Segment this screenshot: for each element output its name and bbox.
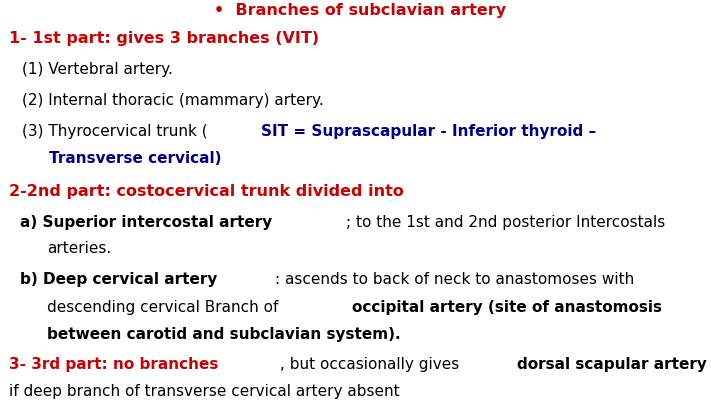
Text: 3- 3rd part: no branches: 3- 3rd part: no branches xyxy=(9,356,219,371)
Text: b) Deep cervical artery: b) Deep cervical artery xyxy=(20,272,217,287)
Text: , but occasionally gives: , but occasionally gives xyxy=(279,356,464,371)
Text: (3) Thyrocervical trunk (: (3) Thyrocervical trunk ( xyxy=(22,124,207,139)
Text: if deep branch of transverse cervical artery absent: if deep branch of transverse cervical ar… xyxy=(9,384,400,399)
Text: a) Superior intercostal artery: a) Superior intercostal artery xyxy=(20,215,272,230)
Text: 2-2nd part: costocervical trunk divided into: 2-2nd part: costocervical trunk divided … xyxy=(9,184,404,199)
Text: •  Branches of subclavian artery: • Branches of subclavian artery xyxy=(214,2,506,17)
Text: ; to the 1st and 2nd posterior Intercostals: ; to the 1st and 2nd posterior Intercost… xyxy=(346,215,665,230)
Text: Transverse cervical): Transverse cervical) xyxy=(49,151,222,166)
Text: dorsal scapular artery: dorsal scapular artery xyxy=(517,356,707,371)
Text: (2) Internal thoracic (mammary) artery.: (2) Internal thoracic (mammary) artery. xyxy=(22,93,323,108)
Text: SIT = Suprascapular - Inferior thyroid –: SIT = Suprascapular - Inferior thyroid – xyxy=(261,124,596,139)
Text: arteries.: arteries. xyxy=(47,241,111,256)
Text: (1) Vertebral artery.: (1) Vertebral artery. xyxy=(22,62,173,77)
Text: : ascends to back of neck to anastomoses with: : ascends to back of neck to anastomoses… xyxy=(275,272,634,287)
Text: occipital artery (site of anastomosis: occipital artery (site of anastomosis xyxy=(351,300,662,315)
Text: between carotid and subclavian system).: between carotid and subclavian system). xyxy=(47,327,400,342)
Text: descending cervical Branch of: descending cervical Branch of xyxy=(47,300,283,315)
Text: 1- 1st part: gives 3 branches (VIT): 1- 1st part: gives 3 branches (VIT) xyxy=(9,30,320,45)
